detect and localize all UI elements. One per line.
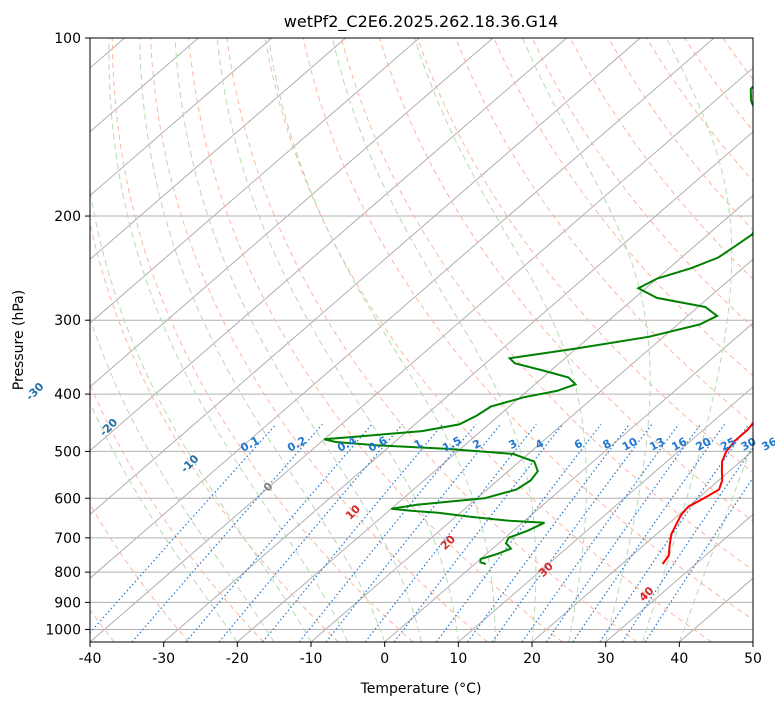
x-axis-label: Temperature (°C) <box>360 681 482 697</box>
moist-adiabat-line <box>90 186 312 642</box>
dry-adiabat-line <box>90 221 339 642</box>
moist-adiabat-line <box>90 401 238 642</box>
mixing-ratio-line <box>599 424 750 642</box>
moist-adiabat-line <box>678 440 753 642</box>
y-tick-label: 300 <box>54 313 81 329</box>
x-tick-label: -20 <box>226 651 249 667</box>
mixing-ratio-line <box>521 424 680 642</box>
profile-lines <box>323 85 753 565</box>
x-tick-label: -30 <box>152 651 175 667</box>
dry-adiabat-line <box>493 38 753 377</box>
isotherm-line <box>90 38 420 324</box>
x-tick-label: 40 <box>670 651 688 667</box>
moist-adiabat-line <box>332 38 537 642</box>
mixing-ratio-label: 30 <box>739 435 759 454</box>
plot-background <box>90 38 753 642</box>
mixing-ratio-line <box>364 424 537 642</box>
mixing-ratio-label: 10 <box>620 435 640 454</box>
mixing-ratio-label: 20 <box>694 435 714 454</box>
moist-adiabat-line <box>268 38 496 642</box>
y-tick-label: 100 <box>54 31 81 47</box>
y-tick-label: 900 <box>54 595 81 611</box>
isotherm-line <box>605 513 753 642</box>
mixing-ratio-line <box>298 424 477 642</box>
plot-frame <box>89 37 754 643</box>
y-tick-label: 700 <box>54 531 81 547</box>
isotherm-line <box>90 38 273 197</box>
mixing-ratio-line <box>262 424 444 642</box>
y-tick-label: 1000 <box>45 622 81 638</box>
isotherm-line <box>531 449 753 642</box>
mixing-ratio-line <box>491 424 653 642</box>
isotherm-line <box>237 194 753 642</box>
mixing-ratio-line <box>218 424 403 642</box>
moist-adiabat-line <box>139 38 386 642</box>
x-tick-label: 0 <box>380 651 389 667</box>
dry-adiabat-line <box>340 38 753 571</box>
dry-adiabat-line <box>90 383 264 642</box>
moist-adiabat-line <box>174 38 422 642</box>
isotherm-line <box>752 641 753 642</box>
moist-adiabat-line <box>216 38 459 642</box>
dry-adiabat-line <box>90 503 190 642</box>
x-tick-label: -40 <box>79 651 102 667</box>
isotherm-line <box>90 38 494 388</box>
axis-ticks: -40 -30 -20 -10 0 10 20 30 40 50 100 200 300 400 500 60… <box>45 31 762 667</box>
mixing-ratio-label: 13 <box>647 435 667 454</box>
dry-adiabat-line <box>188 38 563 642</box>
x-tick-label: -10 <box>300 651 323 667</box>
moist-adiabat-line <box>522 38 651 642</box>
mixing-ratio-label: 25 <box>718 435 738 454</box>
dry-adiabat-line <box>302 38 753 621</box>
y-tick-label: 800 <box>54 565 81 581</box>
isotherm-line <box>90 38 715 579</box>
background-lines <box>90 38 775 642</box>
dry-adiabat-line <box>761 38 775 642</box>
mixing-ratio-line <box>131 424 323 642</box>
temperature-line <box>661 421 753 565</box>
y-tick-label: 500 <box>54 444 81 460</box>
dry-adiabat-line <box>531 38 753 329</box>
y-tick-label: 200 <box>54 209 81 225</box>
dry-adiabat-line <box>111 38 414 642</box>
isotherm-line <box>458 386 753 642</box>
dewpoint-line <box>323 85 753 565</box>
isotherm-line <box>384 322 753 642</box>
dry-adiabat-line <box>150 38 488 642</box>
mixing-ratio-label: 36 <box>760 435 775 454</box>
chart-title: wetPf2_C2E6.2025.262.18.36.G14 <box>284 12 558 32</box>
mixing-ratio-line <box>325 424 501 642</box>
x-tick-label: 20 <box>523 651 541 667</box>
mixing-ratio-line <box>393 424 564 642</box>
y-tick-label: 600 <box>54 491 81 507</box>
x-tick-label: 50 <box>744 651 762 667</box>
moist-adiabat-line <box>90 316 275 642</box>
moist-adiabat-line <box>642 38 733 642</box>
y-axis-label: Pressure (hPa) <box>11 290 27 390</box>
dry-adiabat-line <box>378 38 753 522</box>
mixing-ratio-line <box>572 424 725 642</box>
isotherm-line <box>163 131 753 642</box>
mixing-ratio-label: 16 <box>669 435 689 454</box>
moist-adiabat-line <box>108 38 349 642</box>
moist-adiabat-line <box>414 38 587 642</box>
y-tick-label: 400 <box>54 387 81 403</box>
isotherm-line <box>90 38 641 516</box>
isotherm-line <box>90 38 567 452</box>
isotherm-line <box>90 38 346 260</box>
x-tick-label: 10 <box>449 651 467 667</box>
mixing-ratio-line <box>185 424 373 642</box>
mixing-ratio-line <box>545 424 701 642</box>
dry-adiabat-line <box>226 38 638 642</box>
x-tick-label: 30 <box>597 651 615 667</box>
